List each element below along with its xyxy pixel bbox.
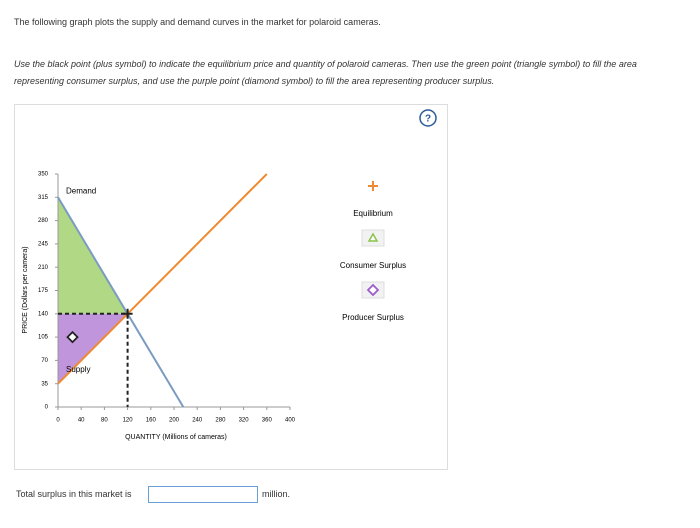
x-tick-label: 0 [56, 418, 60, 424]
legend-marker [367, 232, 379, 242]
help-label[interactable]: ? [425, 114, 431, 125]
instructions: Use the black point (plus symbol) to ind… [14, 59, 637, 86]
x-tick-label: 80 [101, 418, 108, 424]
y-tick-label: 0 [45, 405, 49, 411]
point [66, 330, 79, 344]
y-tick-label: 70 [41, 358, 48, 364]
x-tick-label: 120 [123, 418, 134, 424]
x-tick-label: 280 [215, 418, 226, 424]
y-tick-label: 140 [38, 311, 49, 317]
legend-label: Equilibrium [353, 209, 393, 218]
legend-label: Consumer Surplus [340, 261, 406, 270]
y-tick-label: 315 [38, 195, 49, 201]
panel [14, 104, 448, 470]
y-tick-label: 105 [38, 335, 49, 341]
curve-label: Supply [66, 365, 90, 374]
answer-input[interactable] [148, 486, 258, 503]
x-tick-label: 160 [146, 418, 157, 424]
header: The following graph plots the supply and… [14, 17, 381, 27]
point [122, 308, 133, 319]
y-axis-label: PRICE (Dollars per camera) [22, 246, 29, 333]
y-tick-label: 210 [38, 265, 49, 271]
x-tick-label: 320 [239, 418, 250, 424]
x-tick-label: 200 [169, 418, 180, 424]
y-tick-label: 280 [38, 218, 49, 224]
legend-marker [366, 283, 380, 297]
x-tick-label: 400 [285, 418, 296, 424]
x-axis-label: QUANTITY (Millions of cameras) [125, 434, 227, 441]
legend-marker [368, 181, 378, 191]
answer-prompt: Total surplus in this market is [16, 489, 132, 499]
help-icon[interactable] [419, 109, 437, 127]
y-tick-label: 175 [38, 288, 49, 294]
y-tick-label: 245 [38, 241, 49, 247]
legend-label: Producer Surplus [342, 313, 404, 322]
x-tick-label: 240 [192, 418, 203, 424]
curve-label: Demand [66, 186, 96, 195]
y-tick-label: 35 [41, 381, 48, 387]
answer-unit: million. [262, 489, 291, 499]
x-tick-label: 360 [262, 418, 273, 424]
x-tick-label: 40 [78, 418, 85, 424]
y-tick-label: 350 [38, 172, 49, 178]
